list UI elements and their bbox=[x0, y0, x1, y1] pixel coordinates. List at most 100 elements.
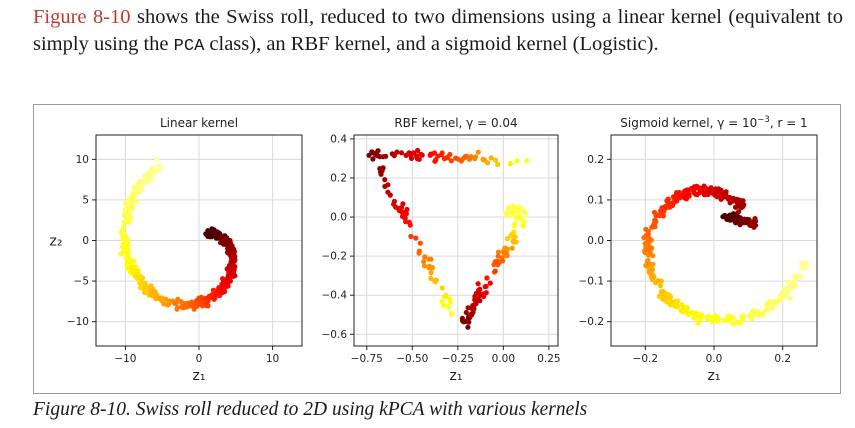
scatter-point bbox=[679, 302, 685, 308]
scatter-point bbox=[481, 293, 487, 300]
y-tick-label: 5 bbox=[82, 194, 89, 206]
sigmoid-kernel-plot: −0.2 0.0 0.2 −0.2 −0.1 0.0 0.1 0.2 Sigmoid kerne… bbox=[579, 115, 818, 384]
x-tick-label: 0 bbox=[196, 353, 203, 365]
scatter-point bbox=[209, 226, 215, 232]
x-tick-label: 0.25 bbox=[537, 353, 560, 365]
scatter-point bbox=[504, 213, 510, 219]
scatter-point bbox=[398, 150, 405, 156]
scatter-point bbox=[421, 258, 427, 265]
x-axis-label: z₁ bbox=[708, 368, 721, 384]
scatter-point bbox=[161, 301, 167, 307]
scatter-point bbox=[645, 257, 651, 264]
scatter-point bbox=[699, 189, 706, 195]
scatter-point bbox=[408, 233, 414, 239]
paragraph-text-2: class), an RBF kernel, and a sigmoid ker… bbox=[204, 33, 659, 55]
y-tick-label: 0.2 bbox=[330, 172, 347, 184]
scatter-point bbox=[210, 287, 216, 293]
scatter-point bbox=[219, 290, 225, 296]
scatter-point bbox=[668, 298, 674, 304]
scatter-point bbox=[439, 298, 445, 304]
scatter-point bbox=[120, 244, 126, 250]
y-tick-label: −10 bbox=[67, 316, 89, 328]
scatter-point bbox=[416, 248, 422, 254]
scatter-point bbox=[501, 250, 507, 256]
y-tick-label: −0.2 bbox=[579, 316, 605, 328]
scatter-point bbox=[154, 156, 160, 162]
scatter-point bbox=[413, 235, 419, 241]
scatter-point bbox=[428, 275, 434, 281]
y-tick-label: 0.2 bbox=[587, 154, 604, 166]
scatter-point bbox=[517, 214, 523, 221]
scatter-point bbox=[507, 161, 513, 167]
paragraph-code-pca: PCA bbox=[173, 37, 205, 56]
scatter-point bbox=[156, 295, 162, 301]
scatter-point bbox=[140, 275, 146, 281]
x-axis-label: z₁ bbox=[193, 368, 206, 384]
scatter-point bbox=[475, 281, 481, 287]
scatter-point bbox=[480, 156, 486, 163]
scatter-point bbox=[232, 273, 238, 279]
paragraph-text-1: shows the Swiss roll, reduced to two dim… bbox=[33, 6, 843, 55]
y-tick-label: 0.0 bbox=[330, 212, 347, 224]
scatter-point bbox=[415, 147, 421, 154]
scatter-point bbox=[495, 253, 501, 259]
rbf-kernel-plot: −0.75 −0.50 −0.25 0.00 0.25 −0.6 −0.4 −0.2 0.0 0.… bbox=[322, 116, 561, 384]
scatter-point bbox=[491, 262, 497, 268]
scatter-point bbox=[404, 206, 410, 213]
x-tick-label: 10 bbox=[266, 353, 279, 365]
y-tick-label: −0.4 bbox=[322, 290, 348, 302]
scatter-point bbox=[787, 284, 793, 290]
scatter-point bbox=[428, 270, 434, 276]
scatter-point bbox=[515, 206, 521, 212]
axes-frame bbox=[353, 134, 559, 347]
scatter-point bbox=[684, 305, 690, 311]
figure-caption: Figure 8-10. Swiss roll reduced to 2D us… bbox=[33, 399, 588, 420]
y-tick-label: 0 bbox=[82, 235, 89, 247]
scatter-point bbox=[520, 223, 526, 229]
scatter-point bbox=[441, 156, 447, 162]
scatter-point bbox=[139, 179, 146, 185]
scatter-point bbox=[461, 319, 467, 325]
scatter-point bbox=[121, 248, 127, 255]
scatter-point bbox=[427, 152, 433, 158]
scatter-point bbox=[645, 244, 651, 251]
scatter-point bbox=[798, 273, 805, 279]
scatter-point bbox=[433, 277, 439, 283]
scatter-point bbox=[660, 295, 667, 302]
scatter-point bbox=[366, 152, 372, 158]
scatter-point bbox=[647, 249, 653, 255]
scatter-point bbox=[512, 234, 518, 240]
scatter-point bbox=[118, 230, 125, 236]
scatter-point bbox=[730, 321, 737, 327]
figure-reference-link[interactable]: Figure 8-10 bbox=[33, 6, 131, 28]
scatter-point bbox=[477, 298, 483, 304]
linear-kernel-plot: −10 0 10 −10 −5 0 5 10 Linear kernel z₁ z₂ bbox=[50, 116, 303, 384]
scatter-point bbox=[681, 195, 688, 201]
scatter-point bbox=[645, 228, 652, 234]
scatter-point bbox=[656, 293, 663, 299]
y-tick-label: 10 bbox=[76, 154, 89, 166]
scatter-point bbox=[753, 222, 759, 228]
scatter-point bbox=[482, 284, 488, 290]
scatter-point bbox=[126, 219, 132, 225]
scatter-point bbox=[725, 313, 732, 319]
scatter-point bbox=[770, 305, 776, 311]
y-tick-label: −0.6 bbox=[322, 329, 348, 341]
y-tick-label: −0.1 bbox=[579, 276, 605, 288]
scatter-point bbox=[380, 165, 386, 171]
scatter-point bbox=[803, 262, 810, 268]
x-tick-label: 0.00 bbox=[492, 353, 515, 365]
scatter-point bbox=[157, 167, 163, 173]
scatter-point bbox=[121, 212, 127, 218]
scatter-point bbox=[494, 258, 500, 264]
scatter-point bbox=[199, 296, 205, 302]
scatter-point bbox=[143, 174, 150, 180]
y-axis-label: z₂ bbox=[50, 234, 63, 250]
scatter-point bbox=[428, 256, 434, 262]
scatter-point bbox=[172, 300, 178, 306]
scatter-point bbox=[740, 198, 746, 204]
scatter-point bbox=[211, 295, 217, 301]
scatter-point bbox=[446, 296, 452, 302]
scatter-point bbox=[129, 265, 135, 272]
scatter-point bbox=[475, 149, 481, 155]
